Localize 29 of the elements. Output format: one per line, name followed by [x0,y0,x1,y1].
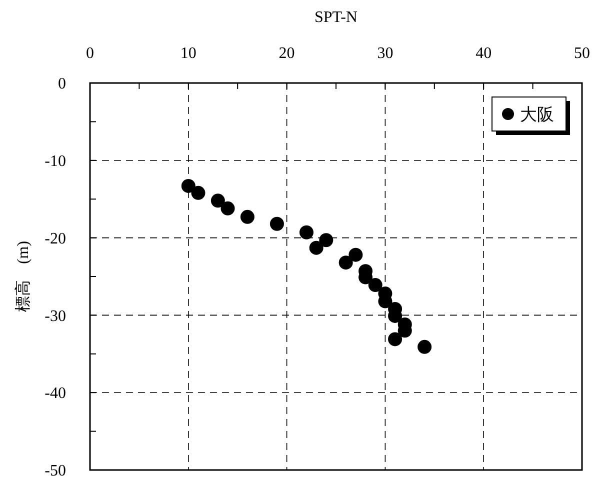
point [299,225,314,240]
point [181,178,196,193]
point [319,233,334,248]
point [338,256,353,270]
legend-label: 大阪 [520,104,554,124]
x-tick-label: 40 [476,45,492,62]
y-tick-label: 0 [58,76,66,93]
y-axis-title: 標高 (m) [14,240,32,312]
x-tick-label: 0 [86,45,94,62]
point [309,240,324,255]
point [220,201,235,216]
x-tick-label: 10 [180,45,196,62]
x-tick-label: 30 [377,45,394,62]
point [240,210,254,224]
point [270,216,284,231]
y-tick-label: -10 [44,153,66,170]
y-tick-label: -40 [44,385,66,402]
point [368,278,382,292]
y-tick-label: -20 [44,230,66,248]
point [418,340,432,354]
y-tick-label: -30 [44,308,66,325]
x-tick-label: 50 [574,45,590,62]
y-tick-label: -50 [44,462,66,480]
point [210,194,225,208]
x-tick-label: 20 [278,45,295,62]
point [348,248,363,262]
x-axis-title: SPT-N [314,9,358,26]
point [191,186,206,200]
point [388,332,402,346]
